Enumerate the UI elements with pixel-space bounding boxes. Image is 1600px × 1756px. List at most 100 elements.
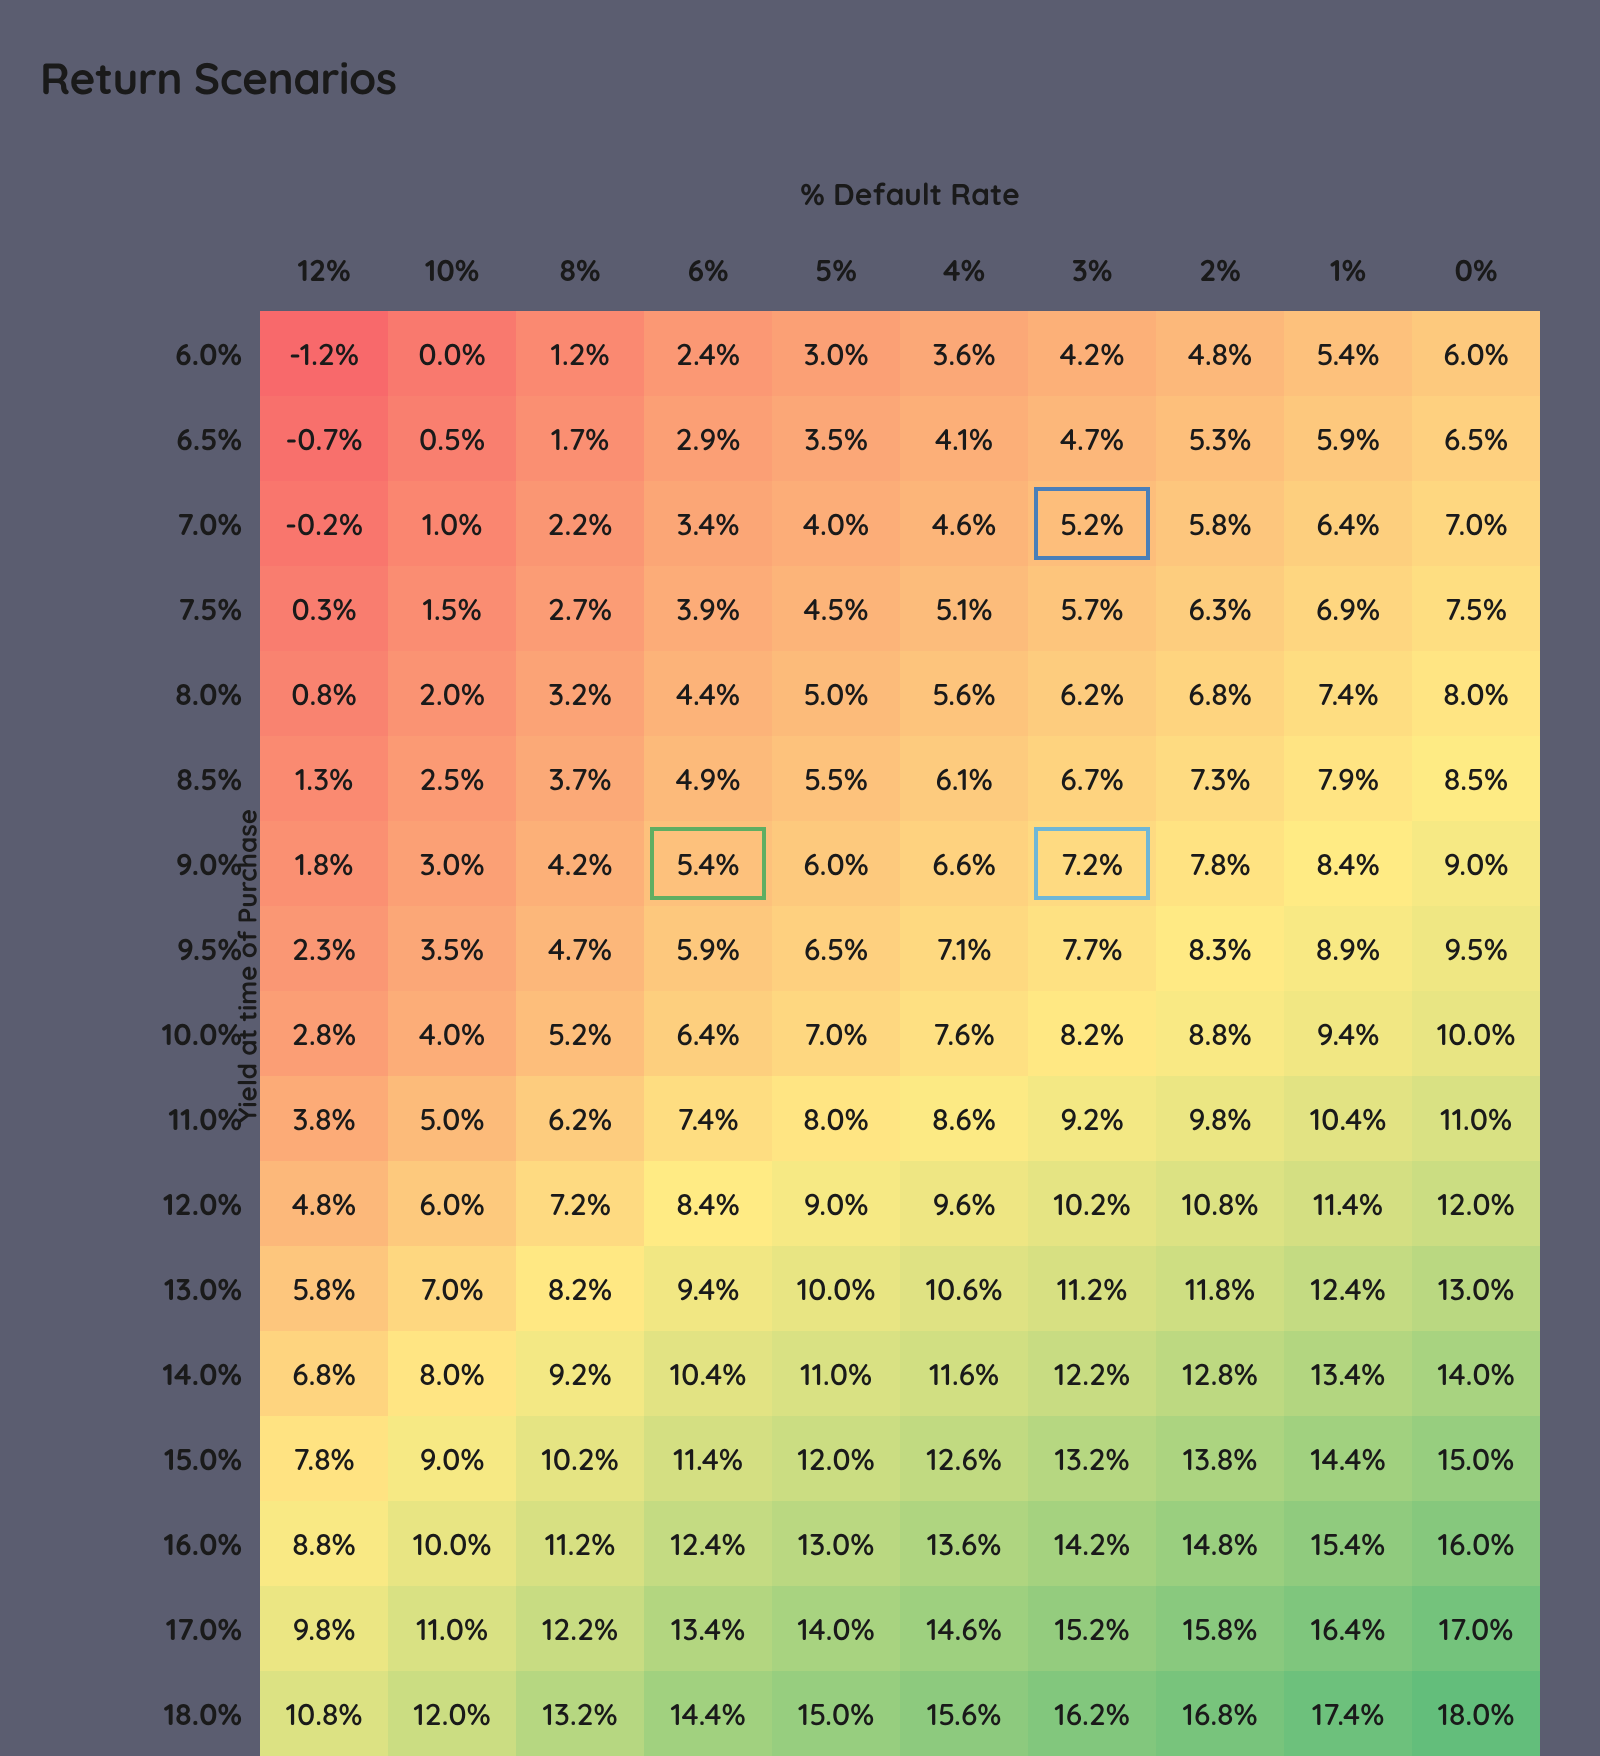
heatmap-cell: 10.4% xyxy=(1284,1076,1412,1161)
table-row: 8.5%1.3%2.5%3.7%4.9%5.5%6.1%6.7%7.3%7.9%… xyxy=(140,736,1540,821)
heatmap-cell: 6.5% xyxy=(1412,396,1540,481)
col-header: 2% xyxy=(1156,233,1284,311)
heatmap-cell-value: 7.7% xyxy=(1061,930,1122,968)
table-row: 6.5%-0.7%0.5%1.7%2.9%3.5%4.1%4.7%5.3%5.9… xyxy=(140,396,1540,481)
heatmap-cell-value: 12.6% xyxy=(926,1440,1002,1478)
heatmap-cell-value: 11.2% xyxy=(1057,1270,1128,1308)
heatmap-cell: 3.4% xyxy=(644,481,772,566)
heatmap-cell: 4.4% xyxy=(644,651,772,736)
heatmap-cell: 7.9% xyxy=(1284,736,1412,821)
col-header: 3% xyxy=(1028,233,1156,311)
heatmap-cell-value: 2.8% xyxy=(292,1015,356,1053)
heatmap-cell-value: 6.8% xyxy=(292,1355,356,1393)
heatmap-cell: 11.0% xyxy=(772,1331,900,1416)
heatmap-cell: 6.1% xyxy=(900,736,1028,821)
heatmap-cell-value: 14.8% xyxy=(1182,1525,1258,1563)
heatmap-cell: 8.6% xyxy=(900,1076,1028,1161)
heatmap-cell: 5.9% xyxy=(1284,396,1412,481)
heatmap-cell-value: 10.8% xyxy=(286,1695,363,1733)
heatmap-cell-value: 3.0% xyxy=(803,335,868,373)
heatmap-cell: 14.2% xyxy=(1028,1501,1156,1586)
x-axis-title: % Default Rate xyxy=(260,175,1560,213)
heatmap-cell-value: 9.4% xyxy=(1317,1015,1380,1053)
heatmap-cell-value: 9.8% xyxy=(1189,1100,1252,1138)
heatmap-cell: 14.0% xyxy=(1412,1331,1540,1416)
heatmap-cell: -0.2% xyxy=(260,481,388,566)
heatmap-cell-value: 12.8% xyxy=(1182,1355,1258,1393)
heatmap-cell-value: 15.6% xyxy=(927,1695,1002,1733)
row-header: 8.0% xyxy=(140,651,260,736)
table-row: 7.5%0.3%1.5%2.7%3.9%4.5%5.1%5.7%6.3%6.9%… xyxy=(140,566,1540,651)
heatmap-cell: 16.2% xyxy=(1028,1671,1156,1756)
heatmap-cell: 5.1% xyxy=(900,566,1028,651)
heatmap-cell-value: 9.2% xyxy=(548,1355,612,1393)
table-row: 9.5%2.3%3.5%4.7%5.9%6.5%7.1%7.7%8.3%8.9%… xyxy=(140,906,1540,991)
heatmap-cell-value: 9.0% xyxy=(804,1185,869,1223)
heatmap-cell: 14.0% xyxy=(772,1586,900,1671)
col-header: 8% xyxy=(516,233,644,311)
heatmap-cell: 8.3% xyxy=(1156,906,1284,991)
table-row: 9.0%1.8%3.0%4.2%5.4%6.0%6.6%7.2%7.8%8.4%… xyxy=(140,821,1540,906)
heatmap-chart: Yield at time of Purchase % Default Rate… xyxy=(140,175,1560,1756)
heatmap-cell: 11.2% xyxy=(516,1501,644,1586)
heatmap-cell: 3.0% xyxy=(772,311,900,396)
heatmap-cell-value: 12.2% xyxy=(542,1610,618,1648)
heatmap-cell: 4.2% xyxy=(1028,311,1156,396)
heatmap-cell: 5.8% xyxy=(260,1246,388,1331)
heatmap-cell-value: 11.4% xyxy=(673,1440,743,1478)
row-header: 18.0% xyxy=(140,1671,260,1756)
heatmap-cell-value: 5.9% xyxy=(676,930,740,968)
heatmap-cell: 7.5% xyxy=(1412,566,1540,651)
heatmap-cell-value: 10.0% xyxy=(1437,1015,1516,1053)
heatmap-cell-value: 8.5% xyxy=(1444,760,1508,798)
heatmap-cell-value: 11.2% xyxy=(545,1525,616,1563)
heatmap-cell-value: 1.3% xyxy=(295,760,353,798)
heatmap-cell: 13.2% xyxy=(516,1671,644,1756)
heatmap-cell-value: 2.5% xyxy=(420,760,485,798)
heatmap-cell: 7.8% xyxy=(260,1416,388,1501)
heatmap-cell-value: 6.1% xyxy=(935,760,992,798)
heatmap-cell-value: 5.0% xyxy=(419,1100,484,1138)
heatmap-cell: 4.7% xyxy=(516,906,644,991)
heatmap-cell: 11.0% xyxy=(1412,1076,1540,1161)
heatmap-cell: 2.7% xyxy=(516,566,644,651)
heatmap-cell: 6.4% xyxy=(1284,481,1412,566)
heatmap-cell: 14.8% xyxy=(1156,1501,1284,1586)
heatmap-cell: 11.4% xyxy=(1284,1161,1412,1246)
heatmap-cell-value: 16.0% xyxy=(1437,1525,1514,1563)
heatmap-cell: 7.2% xyxy=(516,1161,644,1246)
heatmap-cell: 5.4% xyxy=(644,821,772,906)
heatmap-cell-value: 13.8% xyxy=(1183,1440,1258,1478)
heatmap-cell-value: 7.5% xyxy=(1445,590,1507,628)
heatmap-cell: 7.7% xyxy=(1028,906,1156,991)
heatmap-cell-value: 13.2% xyxy=(1054,1440,1129,1478)
heatmap-cell-value: 8.8% xyxy=(292,1525,356,1563)
heatmap-cell: 7.8% xyxy=(1156,821,1284,906)
heatmap-cell: 15.8% xyxy=(1156,1586,1284,1671)
heatmap-cell: 13.8% xyxy=(1156,1416,1284,1501)
heatmap-cell: 4.8% xyxy=(260,1161,388,1246)
heatmap-cell-value: 1.5% xyxy=(422,590,481,628)
heatmap-cell: 12.4% xyxy=(644,1501,772,1586)
heatmap-cell-value: 4.2% xyxy=(548,845,613,883)
heatmap-cell-value: 1.2% xyxy=(550,335,609,373)
heatmap-cell-value: 5.8% xyxy=(292,1270,355,1308)
heatmap-cell: 5.0% xyxy=(388,1076,516,1161)
heatmap-cell-value: 6.5% xyxy=(1444,420,1508,458)
heatmap-cell-value: 5.2% xyxy=(548,1015,612,1053)
heatmap-cell-value: 4.0% xyxy=(419,1015,485,1053)
heatmap-cell-value: 7.4% xyxy=(677,1100,738,1138)
heatmap-cell: 4.6% xyxy=(900,481,1028,566)
heatmap-cell: 7.0% xyxy=(1412,481,1540,566)
heatmap-cell-value: 2.4% xyxy=(676,335,740,373)
heatmap-cell-value: 10.4% xyxy=(670,1355,747,1393)
heatmap-cell-value: 4.1% xyxy=(935,420,993,458)
heatmap-cell: 6.4% xyxy=(644,991,772,1076)
heatmap-cell: 13.4% xyxy=(644,1586,772,1671)
heatmap-cell: 15.0% xyxy=(772,1671,900,1756)
heatmap-cell: 8.5% xyxy=(1412,736,1540,821)
heatmap-cell-value: 3.9% xyxy=(676,590,740,628)
row-header: 13.0% xyxy=(140,1246,260,1331)
heatmap-cell-value: 6.5% xyxy=(804,930,868,968)
heatmap-cell-value: -0.7% xyxy=(285,420,362,458)
